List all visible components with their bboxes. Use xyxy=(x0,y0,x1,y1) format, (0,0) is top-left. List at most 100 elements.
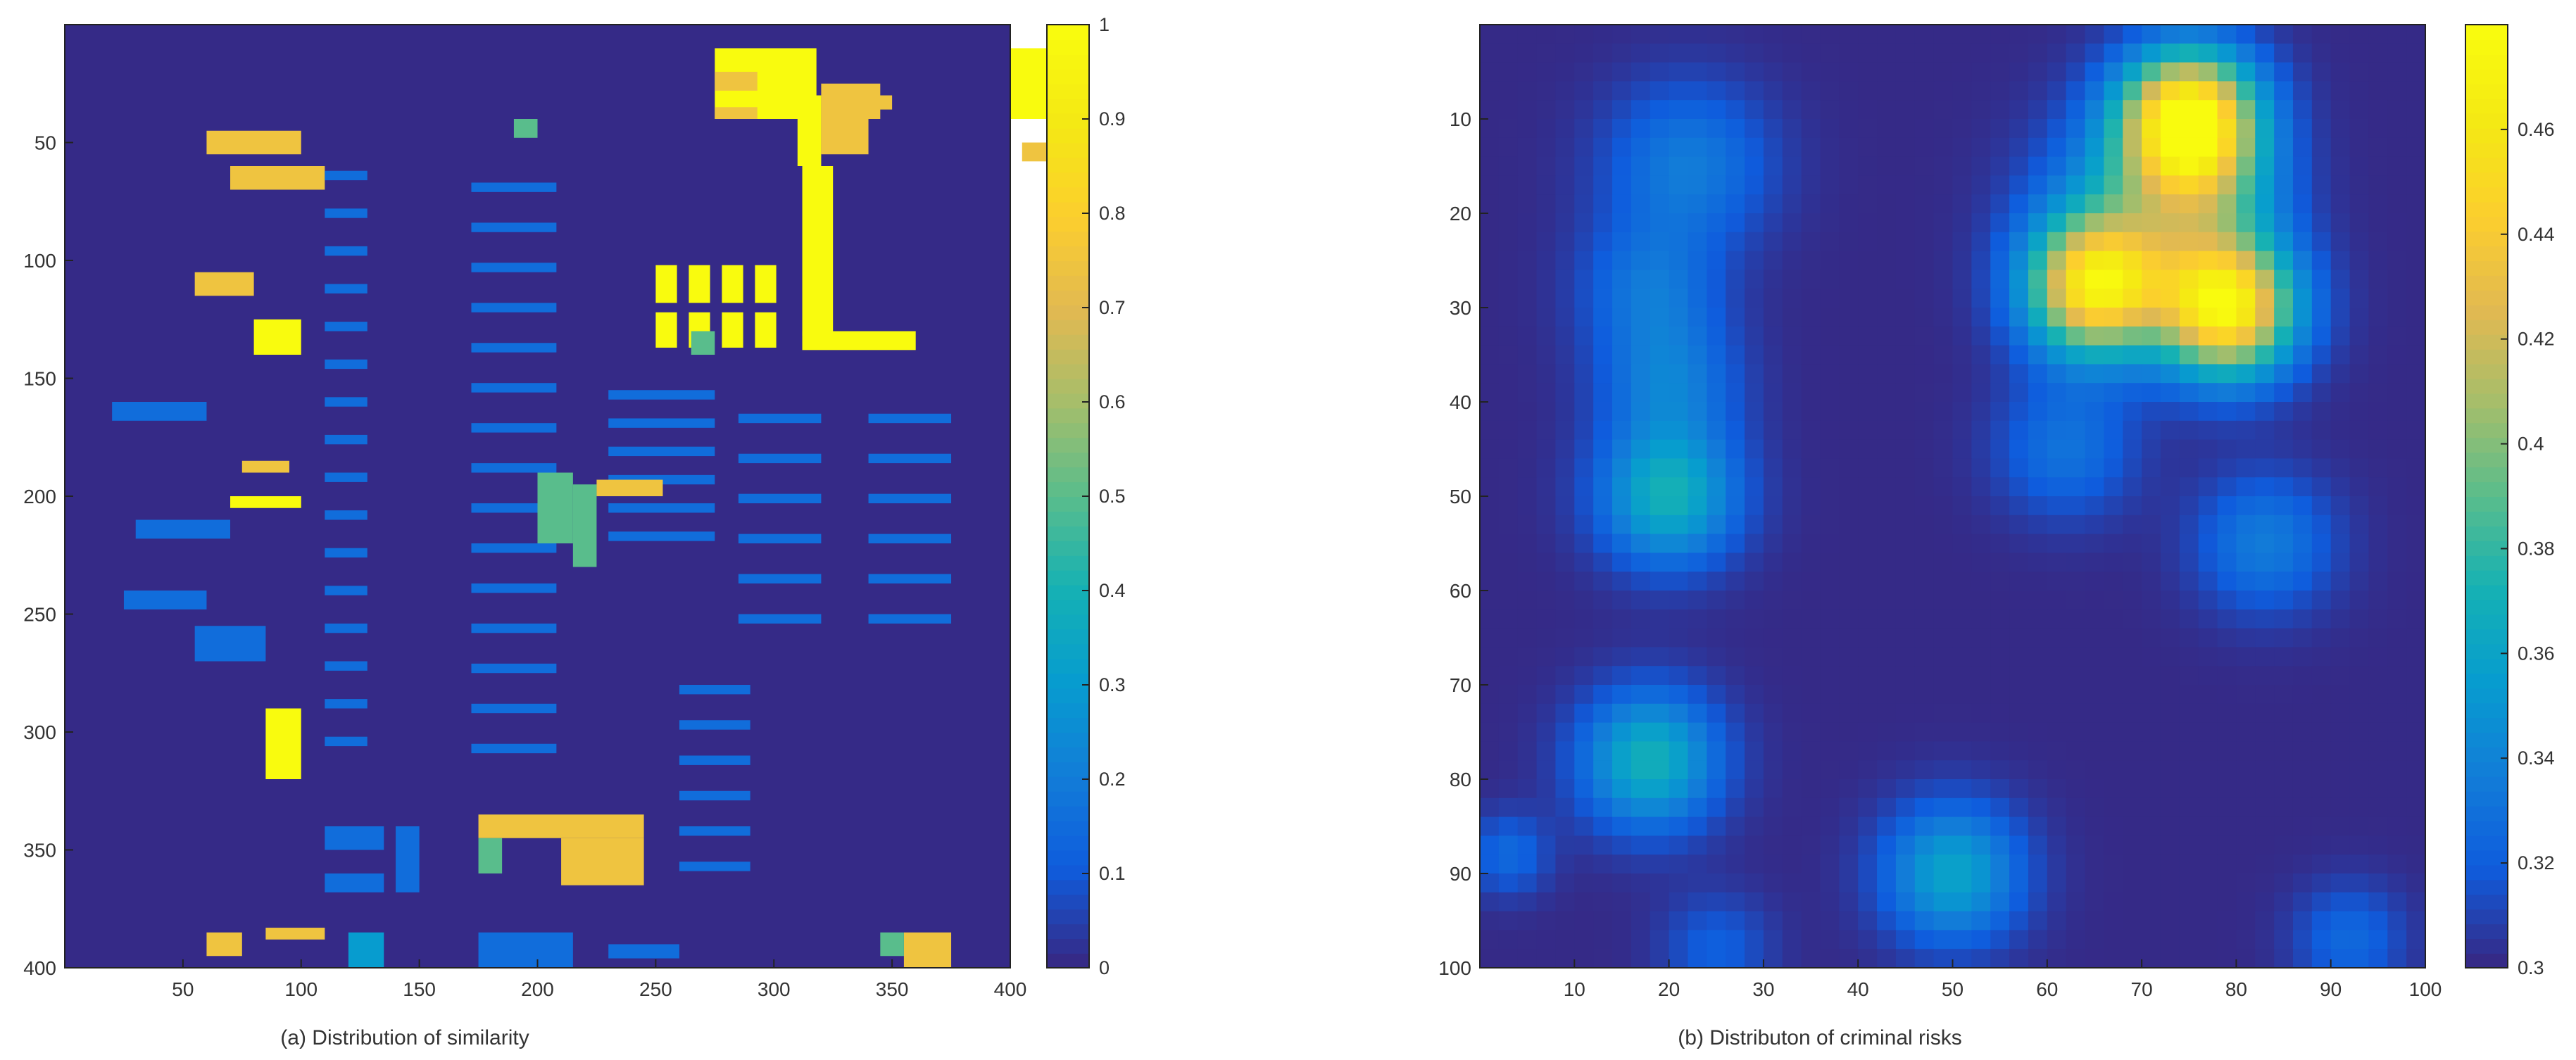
risk-cell xyxy=(2009,835,2029,855)
risk-cell xyxy=(1574,647,1594,667)
chart-a-colorbar-segment xyxy=(1047,820,1089,836)
risk-cell xyxy=(1726,741,1745,761)
risk-cell xyxy=(2292,722,2313,742)
risk-cell xyxy=(2330,553,2351,572)
risk-cell xyxy=(1763,892,1783,912)
risk-cell xyxy=(1498,760,1519,780)
risk-cell xyxy=(2236,81,2256,101)
risk-cell xyxy=(2274,835,2294,855)
risk-cell xyxy=(1914,741,1935,761)
risk-cell xyxy=(2368,194,2388,214)
chart-a-svg: 50 100 150 200 250 300 350 40050100150200250300… xyxy=(23,14,1125,1049)
risk-cell xyxy=(2104,383,2123,403)
risk-cell xyxy=(2255,666,2275,686)
risk-cell xyxy=(1593,119,1613,139)
risk-cell xyxy=(1631,930,1651,949)
risk-cell xyxy=(2274,213,2294,233)
risk-cell xyxy=(1650,100,1670,120)
risk-cell xyxy=(1480,892,1500,912)
chart-a-colorbar-segment xyxy=(1047,363,1089,379)
risk-cell xyxy=(1707,345,1726,365)
risk-cell xyxy=(1933,779,1953,799)
risk-cell xyxy=(1650,458,1670,478)
risk-cell xyxy=(2066,100,2086,120)
risk-cell xyxy=(2236,25,2256,44)
risk-cell xyxy=(2217,383,2237,403)
risk-cell xyxy=(2123,741,2142,761)
risk-cell xyxy=(2274,232,2294,252)
risk-cell xyxy=(2160,43,2180,63)
risk-cell xyxy=(2123,308,2142,327)
risk-cell xyxy=(2387,873,2407,893)
risk-cell xyxy=(1480,25,1500,44)
risk-cell xyxy=(2387,439,2407,459)
risk-cell xyxy=(2330,816,2351,836)
building-footprint xyxy=(471,182,557,192)
risk-cell xyxy=(2292,175,2313,195)
risk-cell xyxy=(2217,232,2237,252)
chart-a-colorbar-segment xyxy=(1047,467,1089,483)
chart-a-colorbar-segment xyxy=(1047,702,1089,719)
risk-cell xyxy=(1877,760,1897,780)
risk-cell xyxy=(1801,835,1821,855)
risk-cell xyxy=(1707,949,1726,968)
risk-cell xyxy=(2104,43,2123,63)
risk-cell xyxy=(1555,420,1575,441)
risk-cell xyxy=(1574,308,1594,327)
risk-cell xyxy=(2009,194,2029,214)
risk-cell xyxy=(1933,685,1953,705)
risk-cell xyxy=(2349,703,2369,724)
risk-cell xyxy=(2387,477,2407,497)
risk-cell xyxy=(1631,854,1651,874)
risk-cell xyxy=(1498,949,1519,968)
risk-cell xyxy=(2236,797,2256,818)
risk-cell xyxy=(1650,835,1670,855)
risk-cell xyxy=(2047,270,2067,289)
risk-cell xyxy=(1952,892,1972,912)
risk-cell xyxy=(2198,364,2218,384)
risk-cell xyxy=(2123,797,2142,818)
risk-cell xyxy=(2311,232,2332,252)
risk-cell xyxy=(1726,797,1745,818)
risk-cell xyxy=(1839,930,1859,949)
risk-cell xyxy=(1555,949,1575,968)
risk-cell xyxy=(1839,911,1859,930)
risk-cell xyxy=(1650,703,1670,724)
risk-cell xyxy=(2009,213,2029,233)
risk-cell xyxy=(2349,722,2369,742)
risk-cell xyxy=(2142,62,2161,82)
risk-cell xyxy=(1858,402,1878,422)
risk-cell xyxy=(2368,741,2388,761)
risk-cell xyxy=(2349,175,2369,195)
chart-a-x-tick-label: 50 xyxy=(172,978,194,1000)
risk-cell xyxy=(1688,609,1707,629)
building-footprint xyxy=(325,322,367,332)
risk-cell xyxy=(2028,591,2048,610)
risk-cell xyxy=(2330,383,2351,403)
risk-cell xyxy=(1782,270,1802,289)
risk-cell xyxy=(2104,666,2123,686)
risk-cell xyxy=(1650,816,1670,836)
risk-cell xyxy=(1990,949,2010,968)
risk-cell xyxy=(2160,25,2180,44)
risk-cell xyxy=(2160,156,2180,176)
building-footprint xyxy=(396,826,420,892)
risk-cell xyxy=(2085,779,2104,799)
risk-cell xyxy=(2274,591,2294,610)
risk-cell xyxy=(1820,572,1840,591)
risk-cell xyxy=(2349,534,2369,553)
risk-cell xyxy=(2236,760,2256,780)
risk-cell xyxy=(1952,345,1972,365)
risk-cell xyxy=(1971,949,1991,968)
risk-cell xyxy=(2009,251,2029,270)
risk-cell xyxy=(2142,420,2161,441)
risk-cell xyxy=(1895,892,1916,912)
risk-cell xyxy=(1763,194,1783,214)
risk-cell xyxy=(2179,383,2199,403)
chart-b-colorbar-label: 0.44 xyxy=(2518,224,2555,245)
risk-cell xyxy=(1612,458,1632,478)
risk-cell xyxy=(1820,685,1840,705)
risk-cell xyxy=(1839,760,1859,780)
risk-cell xyxy=(1820,345,1840,365)
risk-cell xyxy=(1952,383,1972,403)
